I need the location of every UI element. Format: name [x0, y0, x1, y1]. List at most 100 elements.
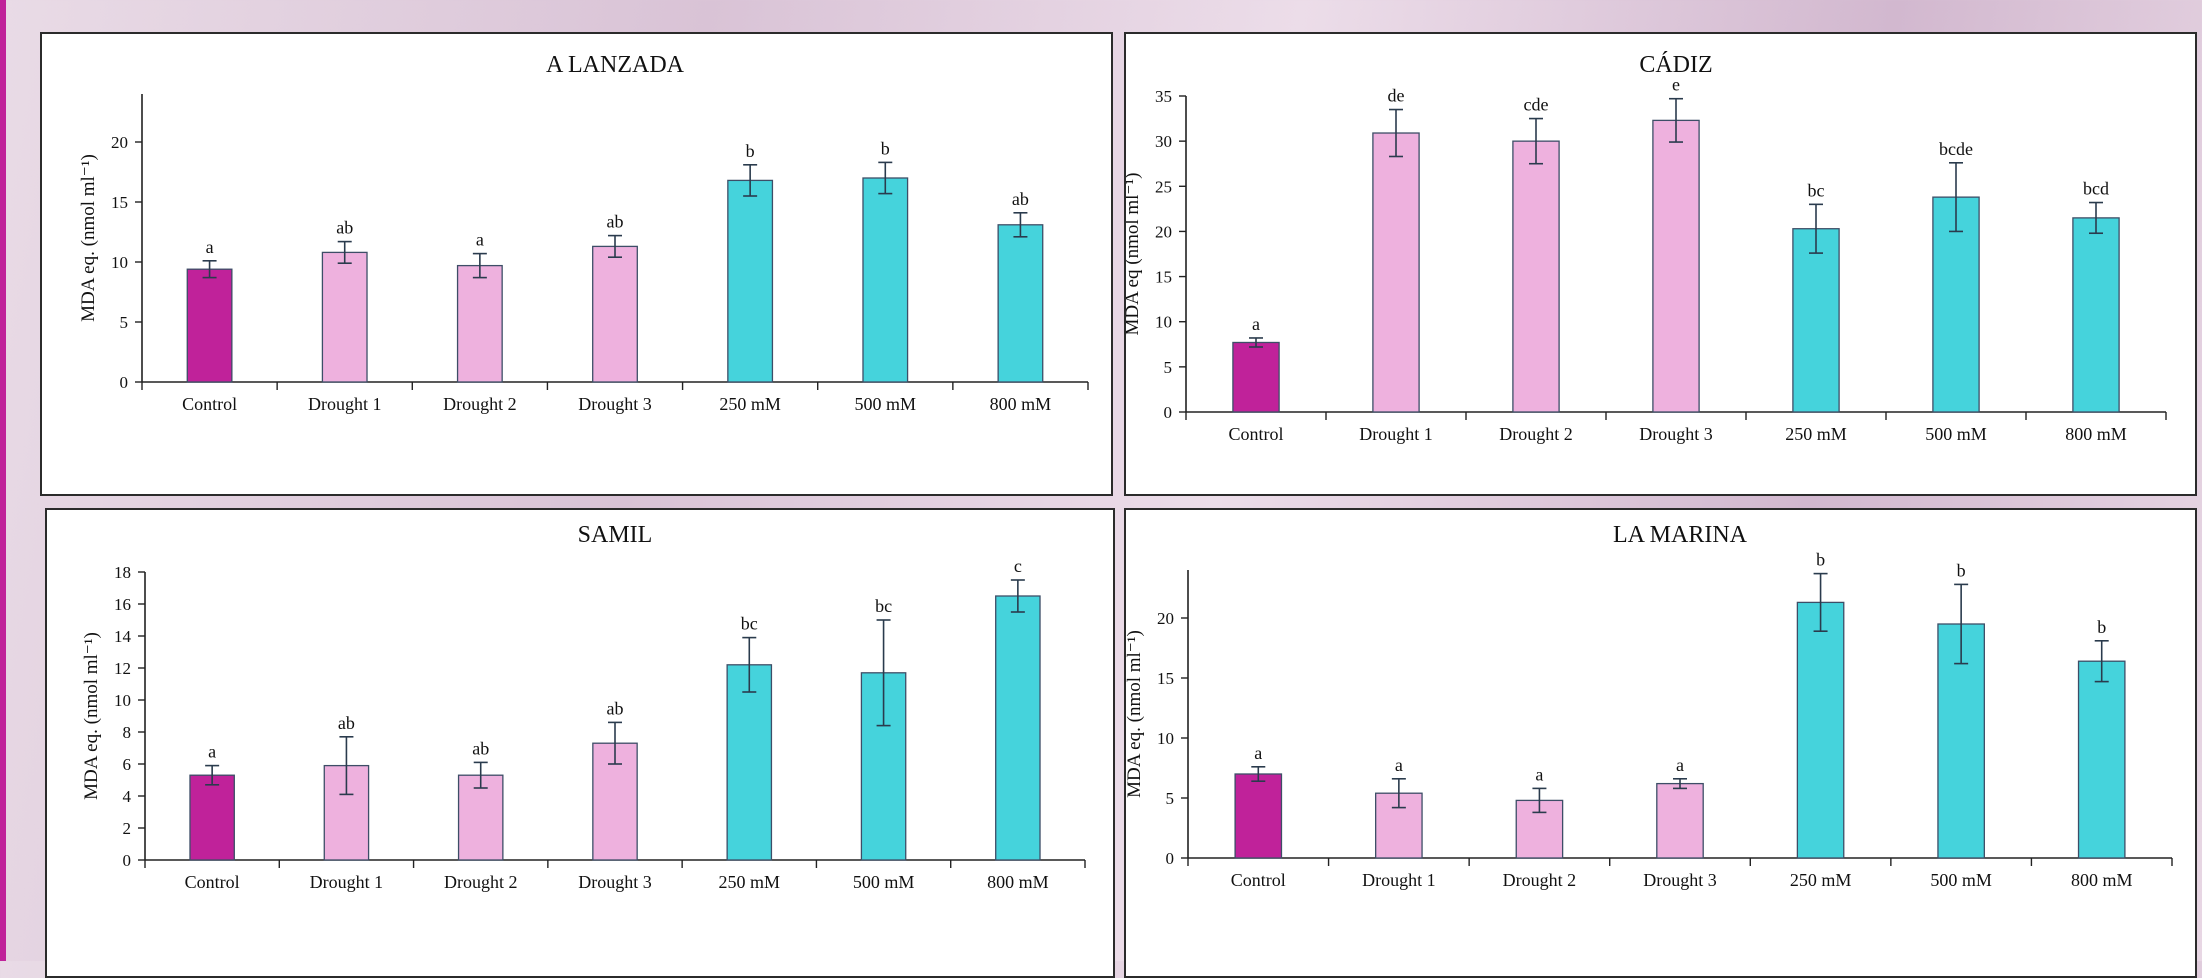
y-tick-label: 15 [111, 193, 128, 212]
chart-panel-cadiz: CÁDIZ MDA eq (nmol ml⁻¹) 0 5 10 15 20 25 30 35 a Co… [1124, 32, 2197, 496]
y-tick-label: 20 [111, 133, 128, 152]
y-tick-label: 5 [120, 313, 129, 332]
significance-letter: bcd [2083, 179, 2109, 199]
y-tick-label: 25 [1155, 177, 1172, 196]
bar [1932, 196, 1980, 413]
bar [456, 264, 503, 383]
significance-letter: a [1676, 755, 1684, 775]
x-category-label: 250 mM [1785, 424, 1847, 444]
significance-letter: bc [875, 596, 892, 616]
bar [2072, 217, 2120, 413]
significance-letter: ab [336, 218, 353, 238]
significance-letter: bc [1808, 180, 1825, 200]
y-tick-label: 10 [114, 691, 131, 710]
y-tick-label: 16 [114, 595, 131, 614]
x-category-label: Control [1228, 424, 1283, 444]
bar [1652, 119, 1700, 413]
y-axis-label: MDA eq. (nmol ml⁻¹) [81, 632, 102, 800]
significance-letter: a [1254, 743, 1262, 763]
y-tick-label: 2 [123, 819, 132, 838]
bar [1512, 140, 1560, 413]
chart-title: A LANZADA [546, 52, 685, 78]
significance-letter: ab [1012, 189, 1029, 209]
x-category-label: Drought 3 [578, 872, 652, 892]
significance-letter: c [1014, 556, 1022, 576]
x-category-label: 500 mM [853, 872, 915, 892]
x-category-label: Control [185, 872, 240, 892]
significance-letter: b [746, 141, 755, 161]
y-tick-label: 14 [114, 627, 132, 646]
x-category-label: 500 mM [1930, 870, 1992, 890]
significance-letter: b [881, 138, 890, 158]
significance-letter: de [1388, 86, 1405, 106]
significance-letter: a [206, 237, 214, 257]
y-tick-label: 0 [1166, 849, 1175, 868]
y-tick-label: 12 [114, 659, 131, 678]
x-category-label: Drought 1 [308, 394, 382, 414]
chart-svg: SAMIL MDA eq. (nmol ml⁻¹) 0 2 4 6 8 10 12 14 16 18 a… [81, 522, 1086, 892]
x-category-label: Drought 2 [444, 872, 518, 892]
significance-letter: bcde [1939, 139, 1973, 159]
x-category-label: 500 mM [855, 394, 917, 414]
x-category-label: Control [1231, 870, 1286, 890]
bar [321, 251, 368, 383]
significance-letter: a [208, 742, 216, 762]
bar [726, 664, 773, 861]
left-accent-bar [0, 0, 6, 961]
y-tick-label: 5 [1164, 358, 1173, 377]
x-category-label: Control [182, 394, 237, 414]
y-tick-label: 18 [114, 563, 131, 582]
y-tick-label: 20 [1157, 609, 1174, 628]
x-category-label: 500 mM [1925, 424, 1987, 444]
chart-svg: CÁDIZ MDA eq (nmol ml⁻¹) 0 5 10 15 20 25 30 35 a Co… [1126, 52, 2167, 444]
y-tick-label: 35 [1155, 87, 1172, 106]
y-tick-label: 8 [123, 723, 132, 742]
significance-letter: ab [338, 713, 355, 733]
significance-letter: ab [472, 738, 489, 758]
y-tick-label: 10 [1157, 729, 1174, 748]
significance-letter: cde [1524, 95, 1549, 115]
chart-title: SAMIL [578, 522, 653, 548]
x-category-label: Drought 3 [1639, 424, 1713, 444]
x-category-label: Drought 1 [310, 872, 384, 892]
significance-letter: b [1816, 550, 1825, 570]
bar [186, 268, 233, 383]
x-category-label: Drought 2 [443, 394, 517, 414]
y-tick-label: 10 [111, 253, 128, 272]
significance-letter: b [2097, 617, 2106, 637]
x-category-label: 250 mM [719, 394, 781, 414]
significance-letter: bc [741, 614, 758, 634]
bar [457, 774, 504, 861]
bar [1656, 782, 1704, 859]
chart-panel-la-marina: LA MARINA MDA eq. (nmol ml⁻¹) 0 5 10 15 20 a Con… [1124, 508, 2197, 978]
y-tick-label: 0 [123, 851, 132, 870]
bar [592, 245, 638, 383]
significance-letter: a [476, 230, 484, 250]
x-category-label: Drought 2 [1503, 870, 1577, 890]
bar [727, 179, 774, 383]
chart-title: LA MARINA [1613, 522, 1748, 548]
y-axis-label: MDA eq (nmol ml⁻¹) [1126, 173, 1143, 336]
chart-svg: LA MARINA MDA eq. (nmol ml⁻¹) 0 5 10 15 20 a Con… [1126, 522, 2173, 890]
y-tick-label: 4 [123, 787, 132, 806]
x-category-label: 800 mM [987, 872, 1049, 892]
chart-panel-a-lanzada: A LANZADA MDA eq. (nmol ml⁻¹) 0 5 10 15 20 a Con… [40, 32, 1113, 496]
y-tick-label: 5 [1166, 789, 1175, 808]
chart-svg: A LANZADA MDA eq. (nmol ml⁻¹) 0 5 10 15 20 a Con… [78, 52, 1089, 414]
significance-letter: b [1957, 560, 1966, 580]
y-tick-label: 10 [1155, 313, 1172, 332]
significance-letter: ab [607, 698, 624, 718]
x-category-label: Drought 1 [1359, 424, 1433, 444]
bar [1796, 601, 1845, 859]
significance-letter: a [1252, 314, 1260, 334]
bar [997, 224, 1044, 383]
x-category-label: Drought 1 [1362, 870, 1436, 890]
bar [2077, 660, 2126, 859]
significance-letter: a [1395, 755, 1403, 775]
x-category-label: 800 mM [990, 394, 1052, 414]
chart-title: CÁDIZ [1639, 52, 1712, 78]
bar [1232, 341, 1280, 413]
y-tick-label: 15 [1155, 268, 1172, 287]
significance-letter: a [1535, 764, 1543, 784]
y-tick-label: 20 [1155, 222, 1172, 241]
